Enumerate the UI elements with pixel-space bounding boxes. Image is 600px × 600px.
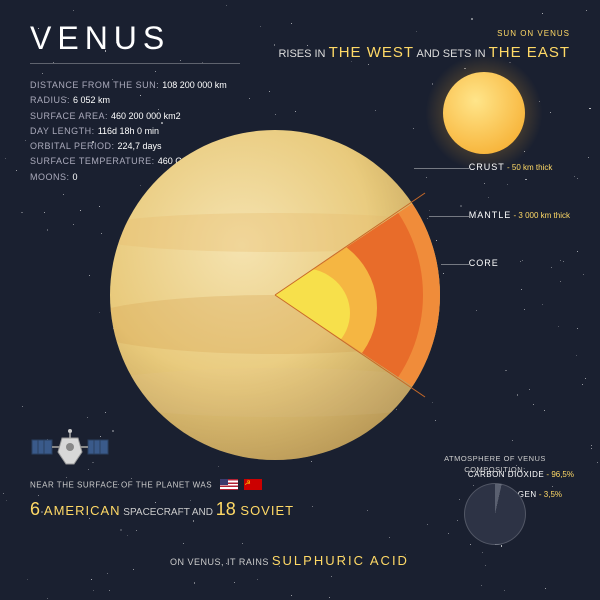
atmosphere-chart: ATMOSPHERE OF VENUS COMPOSITION: CARBON … xyxy=(420,454,570,545)
acid-fact: ON VENUS, IT RAINS SULPHURIC ACID xyxy=(170,553,409,568)
fact-row: RADIUS: 6 052 km xyxy=(30,93,227,108)
satellite-icon xyxy=(30,420,110,480)
flag-us-icon xyxy=(220,479,238,490)
layer-crust: CRUST - 50 km thick xyxy=(469,162,570,172)
sun-fact-pre: SUN ON VENUS xyxy=(278,28,570,41)
fact-row: SURFACE AREA: 460 200 000 km2 xyxy=(30,109,227,124)
flags xyxy=(220,478,264,492)
layer-mantle: MANTLE - 3 000 km thick xyxy=(469,210,570,220)
spacecraft-fact: NEAR THE SURFACE OF THE PLANET WAS 6 AME… xyxy=(30,478,294,525)
sun-fact: SUN ON VENUS RISES IN THE WEST AND SETS … xyxy=(278,28,570,65)
sun-icon xyxy=(443,72,525,154)
atmo-item-co2: CARBON DIOXIDE - 96,5% xyxy=(468,470,574,479)
fact-row: DISTANCE FROM THE SUN: 108 200 000 km xyxy=(30,78,227,93)
pie-chart xyxy=(464,483,526,545)
planet xyxy=(110,130,440,460)
page-title: VENUS xyxy=(30,20,240,64)
layer-labels: CRUST - 50 km thick MANTLE - 3 000 km th… xyxy=(469,162,570,306)
flag-ussr-icon xyxy=(244,479,262,490)
layer-core: CORE xyxy=(469,258,570,268)
